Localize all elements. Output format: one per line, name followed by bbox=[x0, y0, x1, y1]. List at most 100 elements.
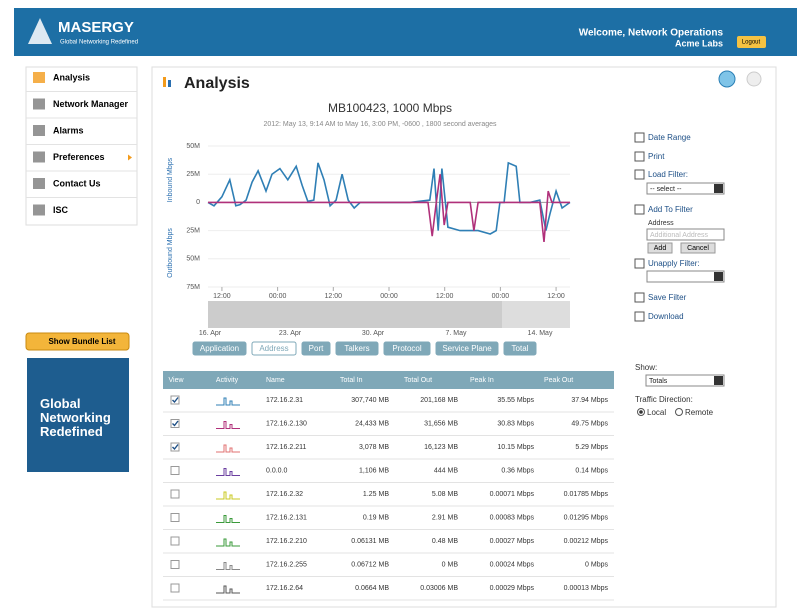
sidebar bbox=[25, 66, 138, 226]
y-tick-label: 0 bbox=[196, 199, 200, 206]
y-tick-label: 50M bbox=[186, 256, 200, 263]
column-header[interactable]: Total In bbox=[340, 377, 363, 384]
tab[interactable] bbox=[503, 341, 537, 356]
select-box[interactable] bbox=[646, 228, 725, 241]
side-label: -- select -- bbox=[650, 186, 682, 193]
checkbox[interactable] bbox=[170, 442, 180, 452]
menu-icon bbox=[33, 204, 45, 216]
tab[interactable] bbox=[192, 341, 247, 356]
checkbox[interactable] bbox=[170, 395, 180, 405]
side-icon bbox=[634, 311, 645, 322]
checkbox[interactable] bbox=[170, 419, 180, 428]
tab[interactable] bbox=[251, 341, 297, 356]
overview-date: 7. May bbox=[445, 330, 467, 337]
cell: 172.16.2.32 bbox=[266, 491, 303, 498]
cell: 31,656 MB bbox=[424, 420, 458, 427]
side-label: Date Range bbox=[648, 133, 691, 142]
button-label: Cancel bbox=[687, 245, 709, 252]
button[interactable] bbox=[647, 242, 673, 254]
logout-button[interactable] bbox=[737, 36, 766, 48]
promo-text: Global Networking Redefined bbox=[40, 396, 111, 439]
x-tick-label: 12:00 bbox=[325, 293, 343, 300]
menu-item[interactable]: Preferences bbox=[53, 152, 105, 162]
menu-item[interactable]: Contact Us bbox=[53, 178, 101, 188]
cell: 0 Mbps bbox=[585, 561, 608, 568]
column-header[interactable]: Peak Out bbox=[544, 377, 573, 384]
side-label: Local bbox=[647, 408, 666, 417]
cell: 172.16.2.211 bbox=[266, 444, 306, 451]
cell: 172.16.2.31 bbox=[266, 397, 303, 404]
title-icon bbox=[163, 77, 166, 87]
radio[interactable] bbox=[675, 408, 683, 416]
select-box[interactable] bbox=[646, 182, 725, 195]
tab[interactable] bbox=[335, 341, 379, 356]
side-label: Show: bbox=[635, 363, 657, 372]
tab-label: Service Plane bbox=[442, 344, 492, 353]
cell: 0.48 MB bbox=[432, 538, 458, 545]
button-label: Add bbox=[654, 245, 667, 252]
checkmark bbox=[172, 444, 179, 451]
menu-item[interactable]: ISC bbox=[53, 205, 69, 215]
select-box[interactable] bbox=[646, 270, 725, 283]
side-icon bbox=[634, 169, 645, 180]
column-header[interactable]: Peak In bbox=[470, 377, 494, 384]
cell: 444 MB bbox=[434, 467, 458, 474]
cell: 172.16.2.130 bbox=[266, 420, 307, 427]
cell: 10.15 Mbps bbox=[497, 444, 534, 451]
column-header[interactable]: View bbox=[168, 377, 184, 384]
cell: 16,123 MB bbox=[424, 444, 458, 451]
menu-icon bbox=[33, 151, 45, 163]
button[interactable] bbox=[680, 242, 716, 254]
checkbox[interactable] bbox=[170, 536, 180, 546]
checkbox[interactable] bbox=[170, 513, 180, 522]
cell: 0.00083 Mbps bbox=[490, 514, 535, 521]
checkbox[interactable] bbox=[170, 560, 180, 569]
cell: 0.01295 Mbps bbox=[564, 514, 609, 521]
menu-item[interactable]: Network Manager bbox=[53, 99, 129, 109]
activity-sparkline bbox=[216, 444, 240, 453]
activity-sparkline bbox=[216, 538, 240, 547]
cell: 0.00212 Mbps bbox=[564, 538, 609, 545]
menu-icon bbox=[33, 98, 45, 110]
tab-label: Talkers bbox=[344, 344, 369, 353]
table-header bbox=[163, 371, 614, 389]
column-header[interactable]: Name bbox=[266, 377, 285, 384]
select-box[interactable] bbox=[645, 374, 725, 387]
column-header[interactable]: Total Out bbox=[404, 377, 432, 384]
y-label: Outbound Mbps bbox=[167, 228, 174, 278]
side-label: Additional Address bbox=[650, 232, 708, 239]
welcome: Welcome, Network Operations bbox=[579, 28, 724, 39]
promo bbox=[27, 358, 129, 472]
cell: 0 MB bbox=[442, 561, 459, 568]
column-header[interactable]: Activity bbox=[216, 377, 239, 384]
company: Acme Labs bbox=[675, 38, 723, 48]
checkbox[interactable] bbox=[170, 583, 180, 593]
activity-sparkline bbox=[216, 515, 240, 523]
cell: 0.0664 MB bbox=[355, 585, 389, 592]
cell: 37.94 Mbps bbox=[571, 397, 608, 404]
select-arrow bbox=[714, 184, 723, 193]
cell: 172.16.2.131 bbox=[266, 514, 307, 521]
close-button[interactable] bbox=[746, 71, 762, 87]
checkbox[interactable] bbox=[170, 489, 180, 499]
tab[interactable] bbox=[383, 341, 431, 356]
side-icon bbox=[634, 258, 645, 269]
tab[interactable] bbox=[301, 341, 331, 356]
help-button[interactable] bbox=[718, 70, 736, 88]
radio-dot bbox=[639, 410, 643, 414]
main-panel bbox=[151, 66, 777, 608]
cell: 0.03006 MB bbox=[420, 585, 458, 592]
bundle-button[interactable] bbox=[25, 332, 130, 351]
brand: MASERGY bbox=[58, 19, 134, 36]
menu-item[interactable]: Analysis bbox=[53, 72, 90, 82]
side-icon bbox=[634, 151, 645, 162]
menu-icon bbox=[33, 125, 45, 136]
x-tick-label: 12:00 bbox=[213, 293, 231, 300]
activity-sparkline bbox=[216, 491, 240, 500]
tab[interactable] bbox=[435, 341, 499, 356]
bundle-label: Show Bundle List bbox=[48, 337, 115, 346]
checkbox[interactable] bbox=[170, 466, 180, 475]
menu-item[interactable]: Alarms bbox=[53, 125, 84, 135]
